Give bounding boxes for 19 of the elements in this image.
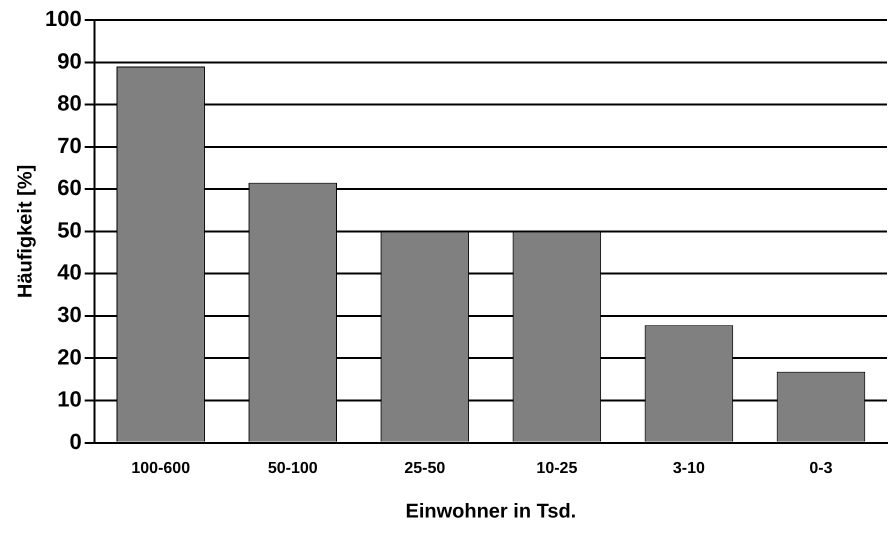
x-axis-title: Einwohner in Tsd. (405, 500, 576, 523)
y-tick-label: 20 (57, 344, 82, 370)
y-tick-label: 0 (69, 428, 82, 454)
y-tick-label: 50 (57, 217, 82, 242)
y-tick-label: 60 (57, 175, 82, 200)
y-tick-label: 70 (57, 132, 82, 158)
x-tick-label: 25-50 (404, 460, 446, 477)
y-tick-label: 10 (57, 386, 82, 412)
x-tick-label: 10-25 (536, 460, 578, 477)
x-tick-label: 0-3 (809, 460, 833, 477)
y-tick-label: 100 (44, 6, 82, 32)
x-tick-label: 3-10 (672, 460, 706, 477)
x-tick-label: 100-600 (131, 460, 190, 477)
y-axis-title: Häufigkeit [%] (14, 164, 37, 298)
y-tick-label: 40 (57, 260, 82, 285)
y-tick-label: 30 (57, 302, 82, 328)
x-tick-label: 50-100 (268, 460, 318, 477)
y-tick-label: 90 (57, 48, 82, 74)
y-tick-label: 80 (57, 90, 82, 116)
